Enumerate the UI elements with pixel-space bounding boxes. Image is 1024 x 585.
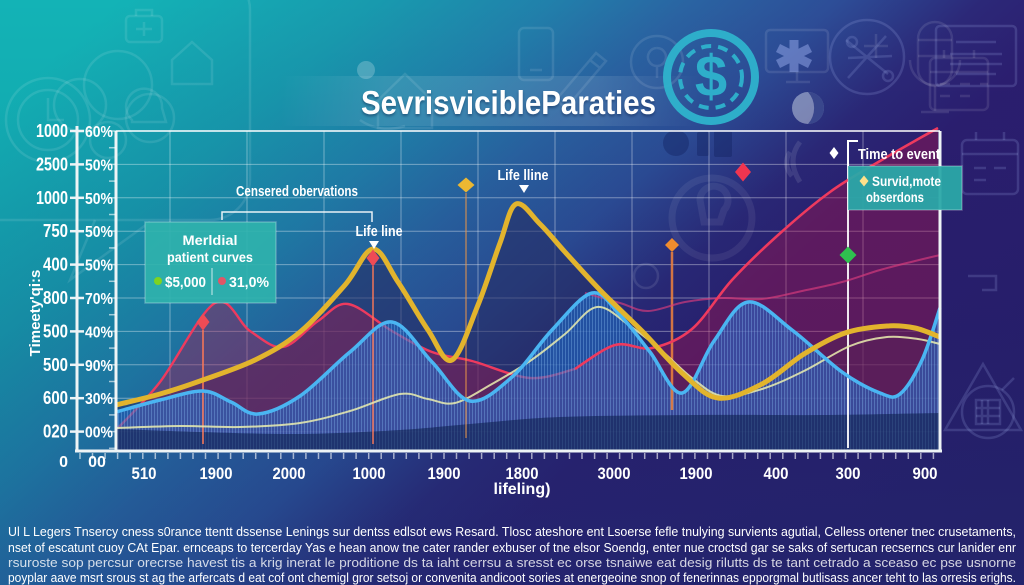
svg-text:1000: 1000: [36, 121, 68, 141]
svg-text:Merldial: Merldial: [183, 232, 238, 248]
svg-text:Survid,mote: Survid,mote: [872, 174, 941, 189]
svg-text:40%: 40%: [85, 324, 113, 341]
svg-text:00%: 00%: [85, 425, 113, 442]
svg-text:70%: 70%: [85, 291, 113, 308]
svg-text:2500: 2500: [36, 154, 68, 174]
svg-text:$: $: [695, 44, 727, 109]
svg-text:Censered obervations: Censered obervations: [236, 184, 358, 200]
svg-text:1900: 1900: [200, 465, 233, 483]
svg-text:0: 0: [59, 454, 68, 471]
svg-text:$5,000: $5,000: [165, 274, 206, 291]
svg-text:400: 400: [764, 465, 789, 483]
svg-text:30%: 30%: [85, 391, 113, 408]
svg-text:60%: 60%: [85, 124, 113, 141]
svg-text:50%: 50%: [85, 157, 113, 174]
svg-text:poyplar aave msrt srous st ag: poyplar aave msrt srous st ag the arferc…: [8, 571, 1016, 585]
svg-text:1000: 1000: [353, 465, 386, 483]
svg-text:50%: 50%: [85, 191, 113, 208]
svg-text:750: 750: [43, 221, 68, 241]
svg-text:obserdons: obserdons: [866, 190, 924, 205]
svg-text:Life line: Life line: [356, 224, 403, 240]
svg-text:00: 00: [88, 454, 106, 471]
svg-text:31,0%: 31,0%: [229, 274, 269, 291]
svg-text:300: 300: [836, 465, 861, 483]
svg-text:020: 020: [43, 422, 68, 442]
svg-text:600: 600: [43, 388, 68, 408]
svg-text:patient curves: patient curves: [167, 249, 253, 265]
svg-text:1900: 1900: [680, 465, 713, 483]
svg-text:2000: 2000: [273, 465, 306, 483]
svg-text:1000: 1000: [36, 188, 68, 208]
svg-text:900: 900: [913, 465, 938, 483]
svg-text:Life lline: Life lline: [498, 168, 549, 184]
svg-text:510: 510: [132, 465, 157, 483]
svg-text:800: 800: [43, 288, 68, 308]
svg-text:500: 500: [43, 355, 68, 375]
svg-text:500: 500: [43, 321, 68, 341]
svg-text:Time to event: Time to event: [858, 146, 940, 163]
svg-text:90%: 90%: [85, 358, 113, 375]
svg-text:rsuroste sop percsur orecrse h: rsuroste sop percsur orecrse havest tis …: [8, 556, 1016, 570]
svg-text:400: 400: [43, 255, 68, 275]
svg-text:50%: 50%: [85, 258, 113, 275]
svg-text:nset of escatunt cuoy CAt Epar: nset of escatunt cuoy CAt Epar. ernceaps…: [8, 541, 1016, 555]
svg-text:SevrisvicibleParaties: SevrisvicibleParaties: [361, 84, 656, 121]
svg-text:3000: 3000: [598, 465, 631, 483]
svg-text:Timeety'qi:s: Timeety'qi:s: [27, 270, 44, 357]
svg-text:1900: 1900: [428, 465, 461, 483]
svg-text:50%: 50%: [85, 224, 113, 241]
svg-text:1800: 1800: [506, 465, 539, 483]
svg-text:Ul L Legers Tnsercy cness s0ra: Ul L Legers Tnsercy cness s0rance ttentt…: [8, 525, 1016, 539]
svg-text:lifeling): lifeling): [494, 481, 551, 498]
